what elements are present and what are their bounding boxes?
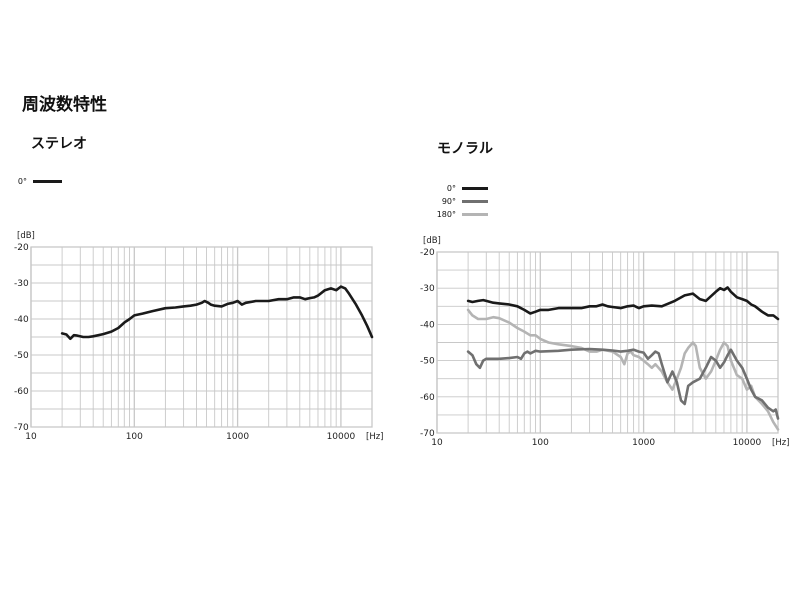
mono-legend-swatch xyxy=(462,213,488,216)
page-title: 周波数特性 xyxy=(22,95,107,115)
stereo-y-tick-label: -50 xyxy=(14,351,29,361)
mono-grid xyxy=(436,251,779,434)
stereo-legend-swatch xyxy=(33,180,62,183)
mono-y-tick-label: -30 xyxy=(420,284,435,294)
mono-chart-title: モノラル xyxy=(437,141,493,157)
mono-legend-item: 0° xyxy=(436,184,488,193)
mono-y-tick-label: -20 xyxy=(420,248,435,258)
mono-x-tick-label: 100 xyxy=(532,438,549,448)
stereo-y-axis-label: [dB] xyxy=(17,231,35,241)
mono-legend-item: 90° xyxy=(436,197,488,206)
mono-legend-swatch xyxy=(462,200,488,203)
mono-legend-label: 90° xyxy=(441,197,456,206)
mono-legend-label: 0° xyxy=(446,184,456,193)
mono-series-180deg xyxy=(466,308,780,431)
stereo-x-axis-label: [Hz] xyxy=(366,432,384,442)
mono-legend-label: 180° xyxy=(436,210,456,219)
stereo-y-tick-label: -20 xyxy=(14,243,29,253)
mono-legend-swatch xyxy=(462,187,488,190)
mono-x-tick-label: 10 xyxy=(431,438,443,448)
stereo-y-tick-label: -40 xyxy=(14,315,29,325)
stereo-x-tick-label: 1000 xyxy=(226,432,249,442)
mono-x-tick-label: 10000 xyxy=(733,438,762,448)
mono-y-tick-label: -70 xyxy=(420,429,435,439)
mono-y-tick-label: -60 xyxy=(420,393,435,403)
mono-y-tick-label: -40 xyxy=(420,320,435,330)
stereo-legend-item: 0° xyxy=(7,177,62,186)
mono-x-axis-label: [Hz] xyxy=(772,438,790,448)
stereo-x-tick-label: 10 xyxy=(25,432,37,442)
mono-legend-item: 180° xyxy=(436,210,488,219)
stereo-series-0deg xyxy=(60,285,374,341)
stereo-y-tick-label: -70 xyxy=(14,423,29,433)
mono-plot-frame xyxy=(436,251,779,434)
mono-series-90deg xyxy=(466,347,780,420)
stereo-x-tick-label: 10000 xyxy=(327,432,356,442)
mono-x-tick-label: 1000 xyxy=(632,438,655,448)
mono-series-0deg xyxy=(466,286,780,321)
stereo-legend-label: 0° xyxy=(17,177,27,186)
stereo-y-tick-label: -60 xyxy=(14,387,29,397)
stereo-x-tick-label: 100 xyxy=(126,432,143,442)
stereo-y-tick-label: -30 xyxy=(14,279,29,289)
mono-y-axis-label: [dB] xyxy=(423,236,441,246)
stereo-chart-title: ステレオ xyxy=(31,136,87,152)
mono-y-tick-label: -50 xyxy=(420,357,435,367)
